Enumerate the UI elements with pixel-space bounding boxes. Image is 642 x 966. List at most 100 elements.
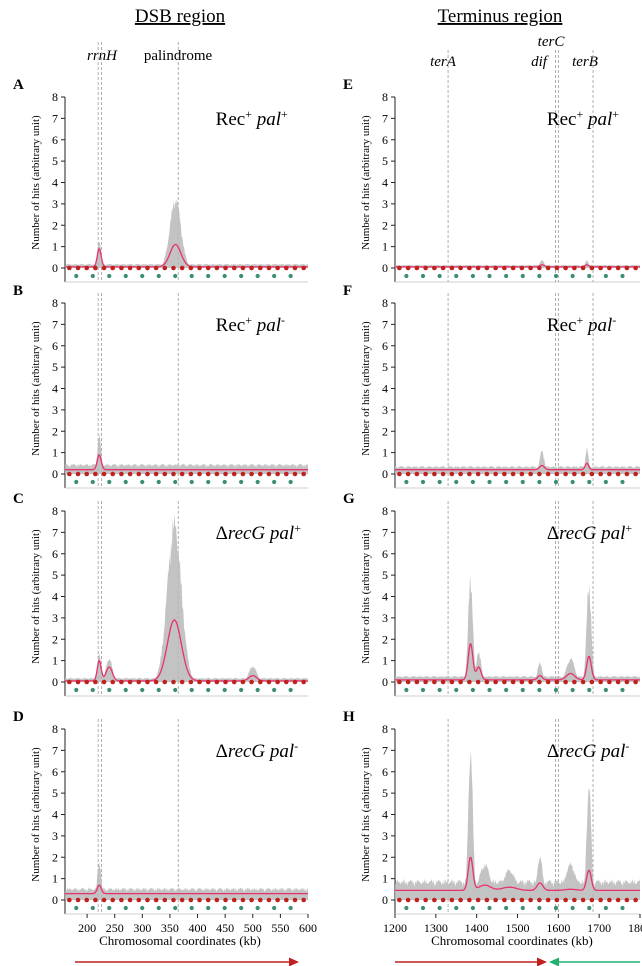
y-tick-label: 2 bbox=[382, 850, 388, 864]
red-marker bbox=[519, 679, 525, 685]
red-marker bbox=[188, 265, 194, 271]
green-marker bbox=[107, 479, 112, 485]
green-marker bbox=[272, 905, 277, 911]
y-axis-label: Number of hits (arbitrary unit) bbox=[30, 115, 42, 250]
green-marker bbox=[487, 905, 492, 911]
red-marker bbox=[397, 471, 402, 477]
green-marker bbox=[107, 687, 112, 693]
red-marker bbox=[598, 679, 603, 685]
red-marker bbox=[502, 471, 507, 477]
green-marker bbox=[620, 479, 625, 485]
red-marker bbox=[275, 471, 280, 477]
red-marker bbox=[467, 679, 472, 685]
red-marker bbox=[563, 265, 568, 271]
red-marker bbox=[449, 679, 455, 685]
green-marker bbox=[553, 905, 559, 911]
annotation-dif: dif bbox=[531, 54, 549, 70]
red-marker bbox=[484, 471, 490, 477]
green-marker bbox=[537, 479, 542, 485]
y-axis-label: Number of hits (arbitrary unit) bbox=[30, 529, 42, 664]
red-marker bbox=[188, 471, 194, 477]
red-marker bbox=[580, 265, 586, 271]
red-marker bbox=[624, 471, 630, 477]
red-marker bbox=[266, 471, 272, 477]
red-marker bbox=[510, 265, 516, 271]
red-marker bbox=[110, 679, 116, 685]
green-marker bbox=[570, 905, 575, 911]
green-marker bbox=[603, 273, 608, 279]
red-marker bbox=[510, 897, 516, 903]
y-tick-label: 2 bbox=[52, 424, 58, 438]
green-marker bbox=[173, 905, 178, 911]
red-marker bbox=[475, 471, 481, 477]
red-marker bbox=[275, 897, 280, 903]
y-tick-label: 2 bbox=[382, 218, 388, 232]
green-marker bbox=[123, 273, 128, 279]
red-marker bbox=[493, 679, 498, 685]
red-marker bbox=[266, 265, 272, 271]
red-marker bbox=[275, 265, 280, 271]
x-axis-label-right: Chromosomal coordinates (kb) bbox=[431, 933, 593, 948]
red-marker bbox=[440, 679, 446, 685]
panel-letter-h: H bbox=[343, 709, 355, 725]
red-marker bbox=[84, 679, 89, 685]
red-marker bbox=[615, 897, 621, 903]
green-marker bbox=[90, 479, 95, 485]
y-axis-label: Number of hits (arbitrary unit) bbox=[360, 321, 372, 456]
red-marker bbox=[231, 471, 237, 477]
red-marker bbox=[179, 679, 185, 685]
green-marker bbox=[570, 479, 575, 485]
y-tick-label: 2 bbox=[52, 218, 58, 232]
panel-letter-d: D bbox=[13, 709, 24, 725]
red-marker bbox=[231, 265, 237, 271]
red-marker bbox=[162, 471, 168, 477]
genotype-label: ΔrecG pal- bbox=[216, 739, 299, 762]
red-marker bbox=[257, 471, 263, 477]
y-tick-label: 4 bbox=[382, 808, 388, 822]
y-tick-label: 2 bbox=[382, 632, 388, 646]
green-marker bbox=[288, 905, 293, 911]
red-marker bbox=[197, 265, 202, 271]
red-marker bbox=[223, 897, 228, 903]
red-marker bbox=[510, 679, 516, 685]
x-tick-label: 1700 bbox=[587, 921, 611, 935]
x-tick-label: 250 bbox=[106, 921, 124, 935]
green-marker bbox=[206, 687, 211, 693]
y-tick-label: 7 bbox=[382, 317, 388, 331]
red-arrow-left-head bbox=[289, 957, 299, 966]
red-marker bbox=[607, 265, 612, 271]
red-marker bbox=[580, 471, 586, 477]
green-marker bbox=[206, 905, 211, 911]
red-marker bbox=[301, 471, 306, 477]
y-tick-label: 1 bbox=[52, 240, 58, 254]
red-marker bbox=[171, 679, 176, 685]
red-marker bbox=[284, 679, 289, 685]
y-tick-label: 0 bbox=[382, 893, 388, 907]
red-marker bbox=[405, 265, 411, 271]
red-marker bbox=[93, 265, 98, 271]
y-tick-label: 0 bbox=[52, 675, 58, 689]
y-axis-label: Number of hits (arbitrary unit) bbox=[30, 321, 42, 456]
y-tick-label: 0 bbox=[52, 261, 58, 275]
panel-g: G Number of hits (arbitrary unit) 0 1 2 3 4 5 6 7… bbox=[343, 491, 640, 697]
green-marker bbox=[156, 905, 161, 911]
red-marker bbox=[249, 679, 254, 685]
panel-letter-c: C bbox=[13, 491, 24, 507]
panel-letter-g: G bbox=[343, 491, 355, 507]
red-marker bbox=[188, 679, 194, 685]
red-marker bbox=[205, 471, 211, 477]
red-marker bbox=[589, 265, 595, 271]
red-marker bbox=[580, 897, 586, 903]
panel-h: H Number of hits (arbitrary unit) 0 1 2 3 4 5 6 7… bbox=[343, 709, 642, 935]
red-marker bbox=[257, 265, 263, 271]
red-marker bbox=[624, 897, 630, 903]
red-marker bbox=[153, 897, 159, 903]
red-marker bbox=[545, 679, 551, 685]
x-tick-label: 400 bbox=[189, 921, 207, 935]
red-marker bbox=[432, 471, 437, 477]
red-marker bbox=[607, 897, 612, 903]
y-tick-label: 7 bbox=[382, 743, 388, 757]
green-marker bbox=[189, 687, 194, 693]
red-marker bbox=[615, 471, 621, 477]
red-marker bbox=[127, 471, 133, 477]
